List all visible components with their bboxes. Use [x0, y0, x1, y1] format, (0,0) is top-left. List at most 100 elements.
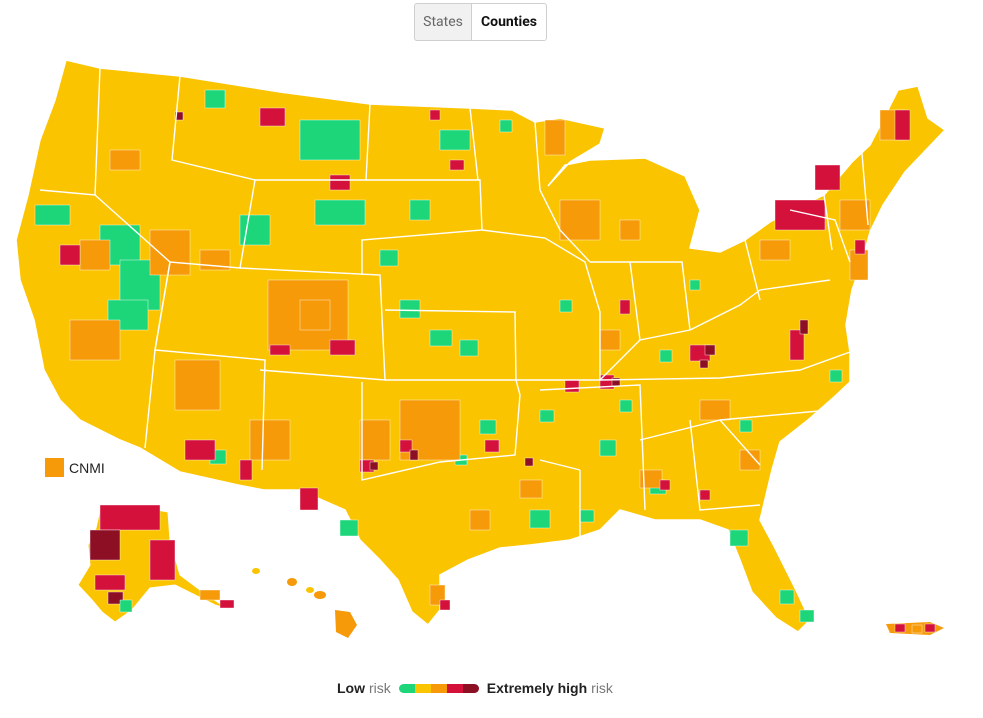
county-patch	[379, 249, 399, 267]
county-patch	[774, 199, 826, 231]
county-patch	[174, 111, 184, 121]
county-patch	[814, 164, 841, 191]
county-patch	[339, 519, 359, 537]
county-patch	[619, 299, 631, 315]
county-patch	[184, 439, 216, 461]
county-patch	[439, 129, 471, 151]
county-patch	[779, 589, 795, 605]
county-patch	[329, 339, 356, 356]
county-patch	[911, 624, 923, 634]
county-patch	[849, 249, 869, 281]
county-patch	[839, 199, 871, 231]
county-patch	[199, 589, 221, 601]
county-patch	[539, 409, 555, 423]
county-patch	[479, 419, 497, 435]
county-patch	[329, 174, 351, 191]
county-patch	[829, 369, 843, 383]
county-patch	[564, 379, 580, 393]
county-patch	[484, 439, 500, 453]
county-patch	[729, 529, 749, 547]
county-patch	[894, 623, 906, 633]
contiguous-us	[15, 59, 947, 633]
county-patch	[924, 623, 936, 633]
county-patch	[699, 359, 709, 369]
county-patch	[439, 599, 451, 611]
legend-ramp-swatch	[398, 683, 415, 693]
legend-ramp-swatch	[446, 683, 463, 693]
county-patch	[544, 119, 566, 156]
county-patch	[204, 89, 226, 109]
county-risk-patches	[34, 89, 936, 634]
county-patch	[659, 479, 671, 491]
county-patch	[299, 487, 319, 511]
county-patch	[699, 399, 731, 421]
legend-low-suffix: risk	[369, 680, 391, 696]
county-patch	[59, 244, 81, 266]
county-patch	[559, 199, 601, 241]
county-patch	[409, 449, 419, 461]
county-patch	[854, 239, 866, 255]
county-patch	[599, 329, 621, 351]
county-patch	[759, 239, 791, 261]
county-patch	[894, 109, 911, 141]
county-patch	[449, 159, 465, 171]
county-patch	[299, 299, 331, 331]
states-toggle-button[interactable]: States	[414, 3, 471, 41]
county-patch	[79, 239, 111, 271]
county-patch	[599, 439, 617, 457]
county-patch	[579, 509, 595, 523]
county-patch	[99, 504, 161, 531]
county-patch	[399, 439, 413, 453]
county-patch	[429, 329, 453, 347]
legend-ramp-swatch	[414, 683, 431, 693]
county-patch	[314, 199, 366, 226]
county-patch	[369, 461, 379, 471]
county-patch	[499, 119, 513, 133]
county-patch	[89, 529, 121, 561]
cnmi-swatch	[45, 458, 64, 477]
county-patch	[799, 319, 809, 335]
legend-high-label: Extremely high	[486, 680, 588, 696]
county-patch	[174, 359, 221, 411]
county-patch	[524, 457, 534, 467]
county-patch	[34, 204, 71, 226]
risk-legend: Low risk Extremely high risk	[337, 680, 613, 696]
county-patch	[619, 399, 633, 413]
legend-color-ramp	[398, 683, 479, 693]
legend-high-suffix: risk	[591, 680, 613, 696]
county-patch	[119, 599, 133, 613]
counties-toggle-button[interactable]: Counties	[471, 3, 547, 41]
county-patch	[269, 344, 291, 356]
county-patch	[109, 149, 141, 171]
view-toggle: States Counties	[414, 3, 547, 41]
legend-ramp-swatch	[462, 683, 479, 693]
legend-low-label: Low	[337, 680, 365, 696]
county-patch	[239, 459, 253, 481]
county-patch	[689, 279, 701, 291]
county-patch	[459, 339, 479, 357]
county-patch	[739, 449, 761, 471]
county-patch	[559, 299, 573, 313]
county-patch	[529, 509, 551, 529]
county-patch	[249, 419, 291, 461]
county-patch	[149, 229, 191, 276]
county-patch	[399, 299, 421, 319]
state-borders	[39, 67, 869, 540]
legend-ramp-swatch	[430, 683, 447, 693]
county-patch	[259, 107, 286, 127]
county-patch	[219, 599, 235, 609]
county-patch	[704, 344, 716, 356]
county-patch	[639, 469, 663, 489]
cnmi-label: CNMI	[69, 459, 105, 476]
county-patch	[659, 349, 673, 363]
county-patch	[94, 574, 126, 591]
county-patch	[359, 419, 391, 461]
county-patch	[149, 539, 176, 581]
county-patch	[519, 479, 543, 499]
cnmi-inset: CNMI	[45, 458, 105, 477]
county-patch	[799, 609, 815, 623]
county-patch	[699, 489, 711, 501]
county-patch	[429, 109, 441, 121]
county-patch	[107, 591, 124, 605]
